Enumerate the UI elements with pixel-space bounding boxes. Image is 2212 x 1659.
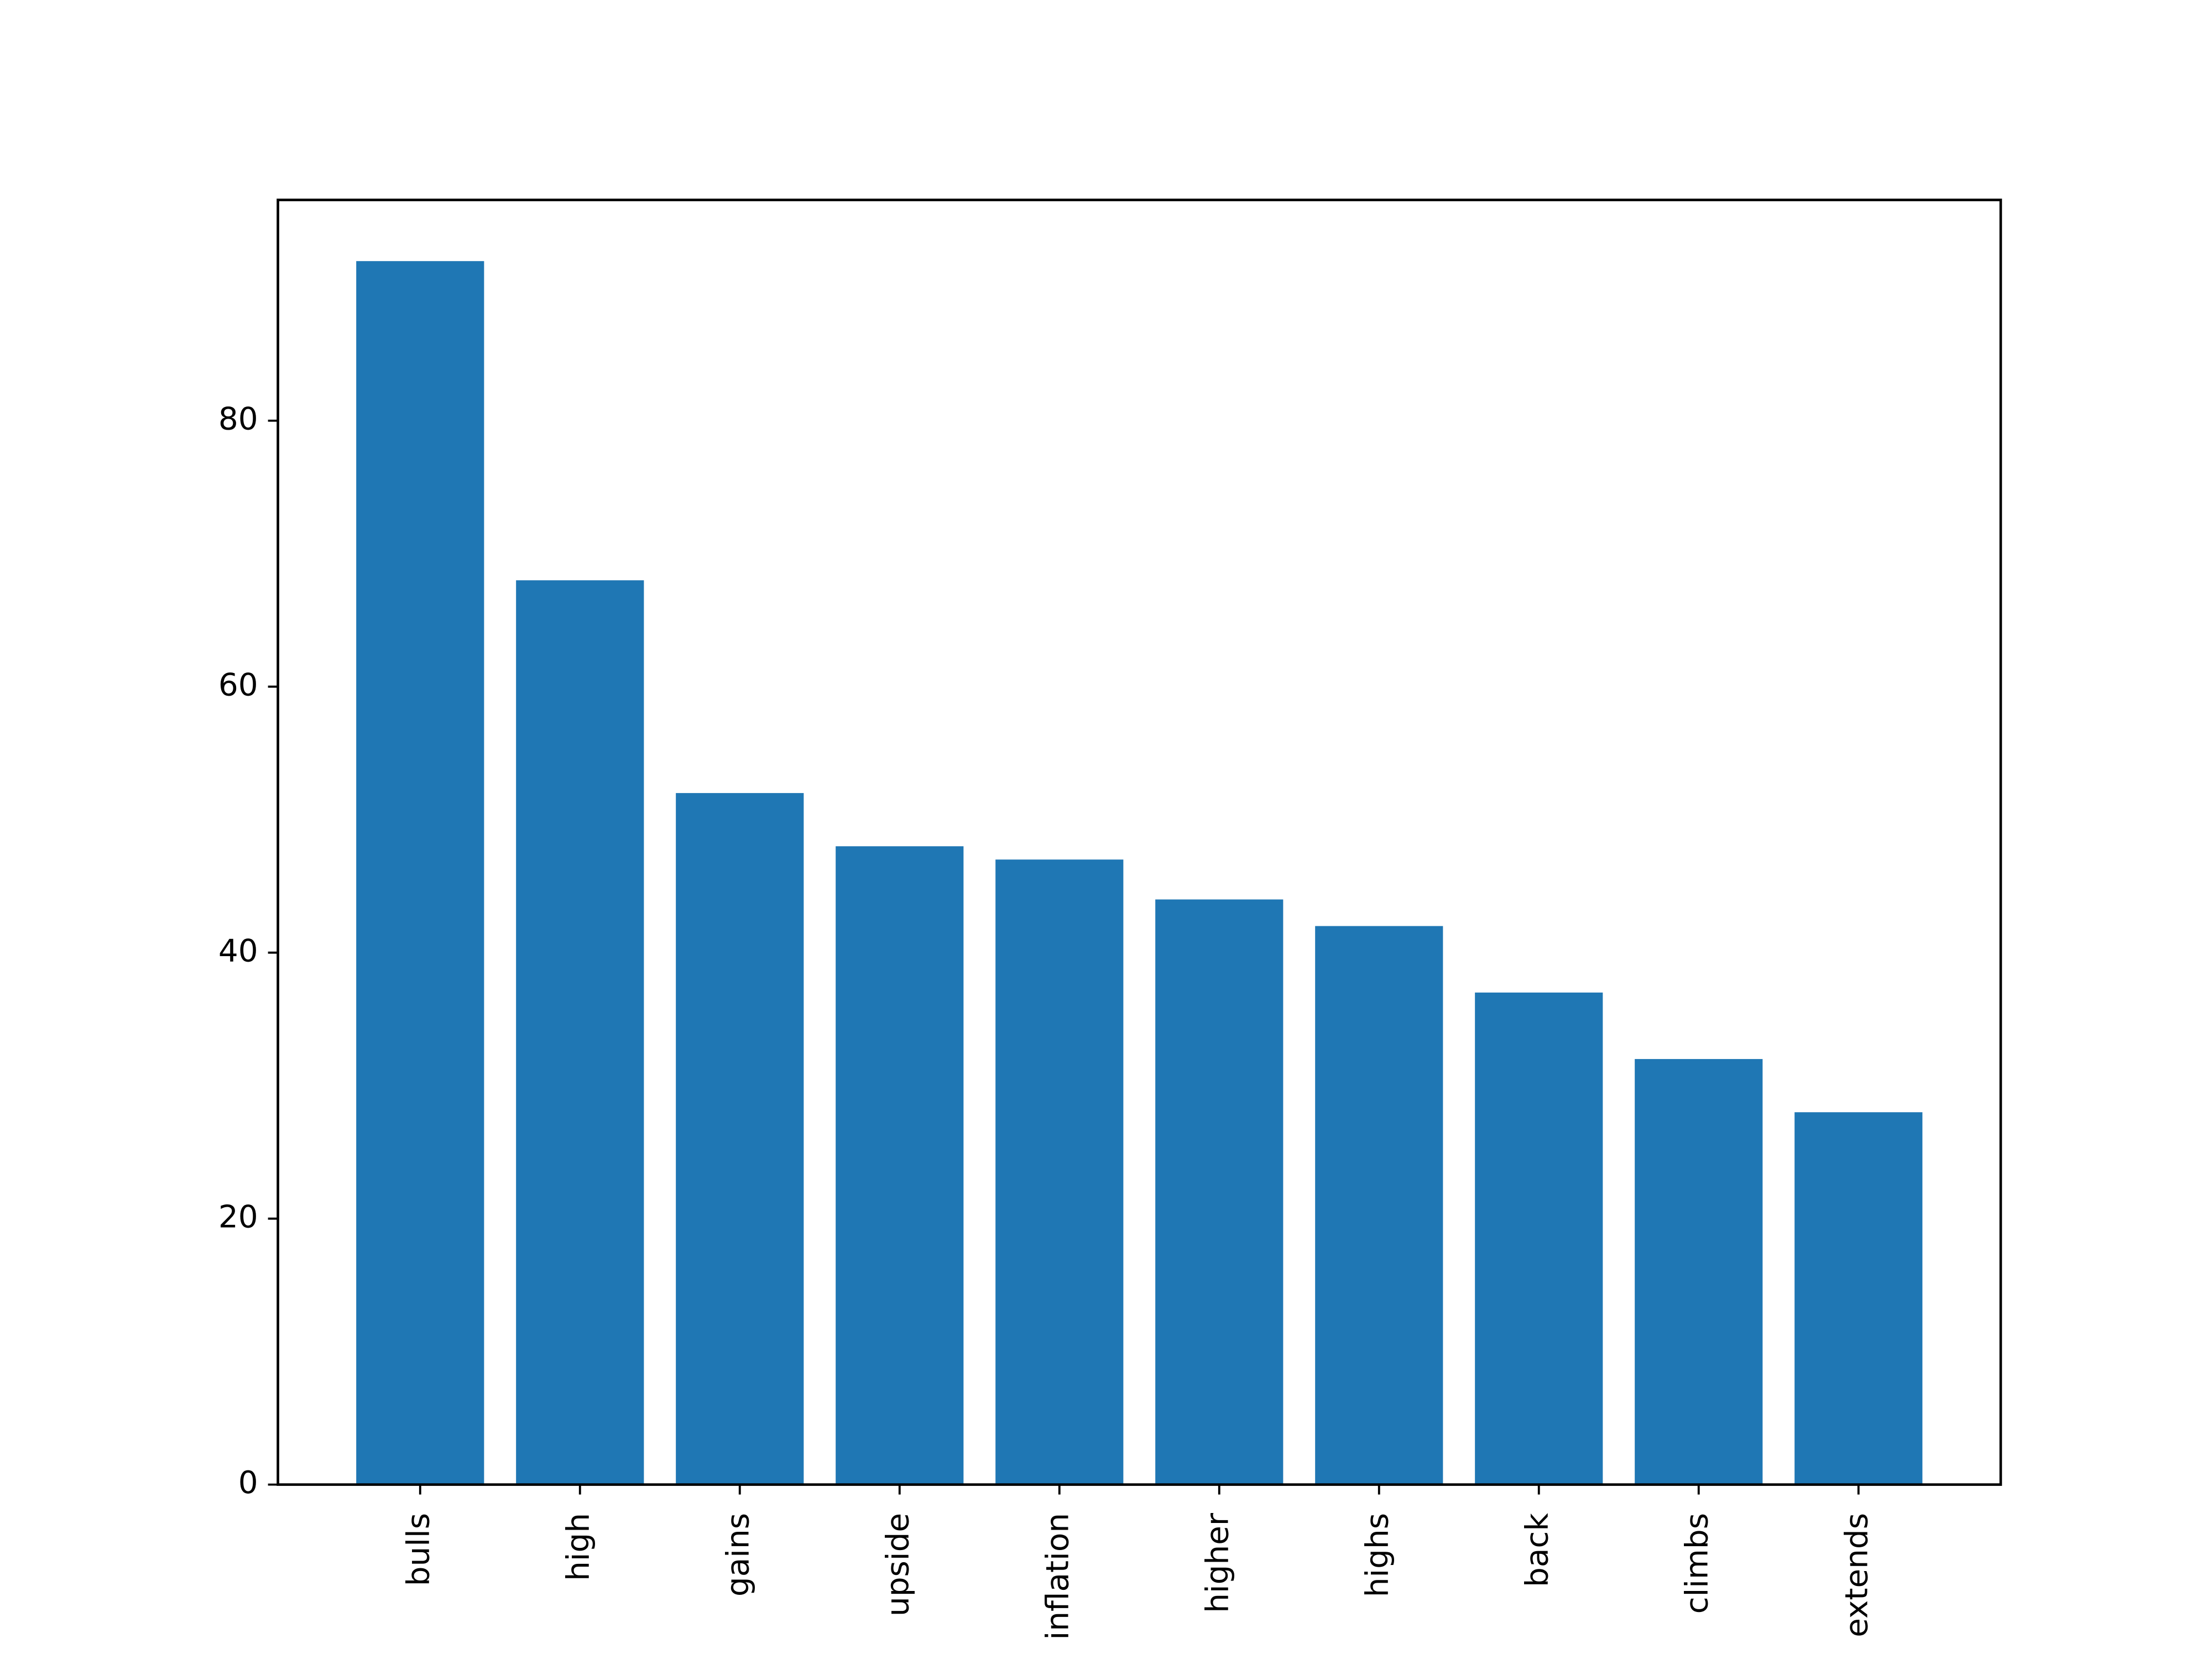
bar bbox=[1794, 1112, 1923, 1485]
y-tick-label: 60 bbox=[218, 667, 258, 703]
bar bbox=[356, 261, 484, 1485]
bar bbox=[995, 859, 1124, 1485]
y-tick-label: 80 bbox=[218, 401, 258, 437]
x-tick-label: higher bbox=[1199, 1512, 1235, 1613]
bar bbox=[1315, 926, 1443, 1485]
x-tick-label: back bbox=[1519, 1513, 1555, 1587]
x-tick-label: gains bbox=[720, 1513, 756, 1597]
x-tick-label: inflation bbox=[1040, 1513, 1076, 1640]
x-tick-label: upside bbox=[880, 1513, 916, 1616]
bar bbox=[1635, 1059, 1763, 1485]
y-tick-label: 40 bbox=[218, 933, 258, 969]
plot-frame bbox=[276, 199, 2002, 1486]
y-tick-label: 0 bbox=[238, 1465, 258, 1501]
x-tick-label: bulls bbox=[400, 1513, 436, 1586]
bar bbox=[516, 580, 644, 1485]
x-tick-label: extends bbox=[1839, 1513, 1875, 1637]
bar bbox=[676, 793, 804, 1485]
bar bbox=[836, 846, 964, 1485]
x-tick-label: climbs bbox=[1679, 1513, 1715, 1614]
bar bbox=[1155, 899, 1284, 1485]
bar bbox=[1475, 992, 1603, 1485]
x-tick-label: high bbox=[560, 1513, 596, 1581]
x-tick-label: highs bbox=[1359, 1513, 1395, 1597]
y-tick-label: 20 bbox=[218, 1199, 258, 1235]
